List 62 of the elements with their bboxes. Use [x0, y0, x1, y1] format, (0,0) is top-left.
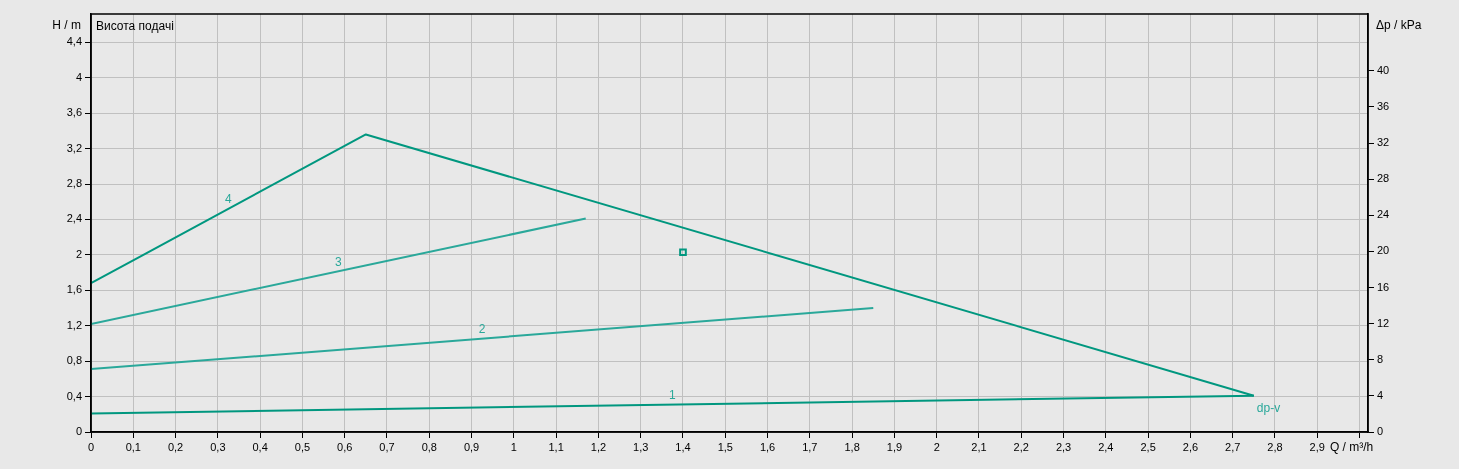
x-tick-label: 0,5 — [294, 440, 311, 453]
series-label: 4 — [225, 192, 233, 207]
x-tick-label: 0,1 — [125, 440, 141, 453]
x-tick-label: 1,5 — [717, 440, 733, 453]
x-tick-label: 1,2 — [590, 440, 607, 453]
y2-tick-label: 28 — [1377, 172, 1390, 185]
x-tick-label: 2,8 — [1267, 440, 1283, 453]
x-tick-label: 2,1 — [971, 440, 987, 453]
x-tick-label: 0,8 — [421, 440, 437, 453]
x-tick-label: 0,7 — [379, 440, 395, 453]
x-tick-label: 2,4 — [1098, 440, 1114, 453]
x-tick-label: 0,3 — [210, 440, 226, 453]
y-tick-label: 3,6 — [66, 106, 82, 119]
y-tick-label: 3,2 — [66, 141, 82, 154]
x-tick-label: 0,9 — [463, 440, 480, 453]
x-tick-label: 1,3 — [633, 440, 649, 453]
y-tick-label: 0 — [75, 425, 82, 438]
x-tick-label: 2,2 — [1013, 440, 1029, 453]
y2-tick-label: 4 — [1377, 388, 1384, 401]
y-tick-label: 2 — [75, 247, 82, 260]
x-tick-label: 1,8 — [844, 440, 860, 453]
text: Висота подачі — [96, 19, 174, 34]
x-tick-label: 2,3 — [1055, 440, 1072, 453]
y-tick-label: 1,2 — [66, 318, 82, 331]
y2-axis-title: Δp / kPa — [1376, 18, 1422, 33]
y-tick-label: 1,6 — [66, 283, 82, 296]
y-tick-label: 2,8 — [66, 177, 82, 190]
y2-tick-label: 8 — [1377, 352, 1384, 365]
x-tick-label: 2,6 — [1182, 440, 1199, 453]
x-tick-label: 1,6 — [759, 440, 776, 453]
x-tick-label: 2,5 — [1140, 440, 1156, 453]
y2-tick-label: 12 — [1377, 316, 1390, 329]
y-tick-label: 0,4 — [66, 389, 82, 402]
y2-tick-label: 20 — [1377, 244, 1390, 257]
y2-tick-label: 16 — [1377, 280, 1390, 293]
x-axis-title: Q / m³/h — [1329, 440, 1374, 455]
series-label: 2 — [478, 321, 486, 336]
y-tick-label: 4 — [75, 70, 82, 83]
y-tick-label: 0,8 — [66, 354, 82, 367]
y2-tick-label: 40 — [1377, 63, 1390, 76]
series-label: 3 — [335, 254, 343, 269]
y2-tick-label: 32 — [1377, 136, 1390, 149]
x-tick-label: 1 — [510, 440, 517, 453]
x-tick-label: 0,6 — [337, 440, 353, 453]
y2-tick-label: 24 — [1377, 208, 1390, 221]
x-tick-label: 0,4 — [252, 440, 268, 453]
y2-tick-label: 36 — [1377, 100, 1390, 113]
x-tick-label: 1,4 — [675, 440, 691, 453]
y2-tick-label: 0 — [1377, 425, 1384, 438]
x-tick-label: 2 — [933, 440, 940, 453]
y-tick-label: 2,4 — [66, 212, 82, 225]
annotation: dp-v — [1256, 401, 1281, 415]
series-label: 1 — [669, 387, 677, 402]
x-tick-label: 0 — [87, 440, 95, 453]
x-tick-label: 1,9 — [886, 440, 903, 453]
x-tick-label: 1,7 — [802, 440, 818, 453]
x-tick-label: 2,9 — [1309, 440, 1325, 453]
x-tick-label: 0,2 — [167, 440, 184, 453]
x-tick-label: 1,1 — [548, 440, 564, 453]
y-axis-title: H / m — [52, 18, 81, 33]
x-tick-label: 2,7 — [1225, 440, 1241, 453]
y-tick-label: 4,4 — [66, 35, 82, 48]
